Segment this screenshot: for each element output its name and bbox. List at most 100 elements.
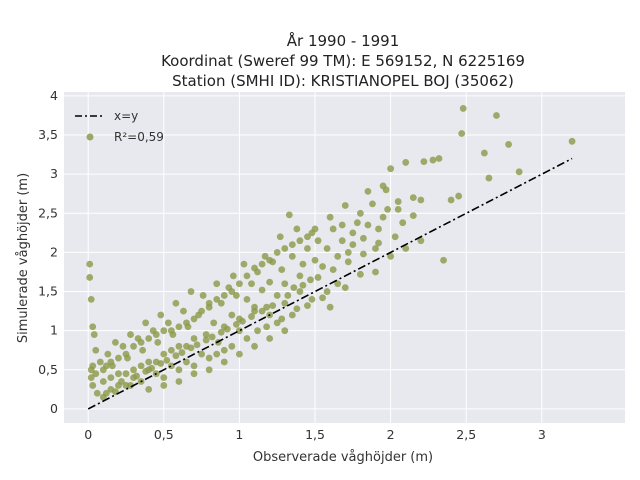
scatter-point (160, 327, 168, 335)
scatter-point (402, 159, 410, 166)
scatter-point (273, 292, 281, 299)
scatter-point (228, 311, 236, 319)
scatter-point (288, 241, 296, 248)
scatter-point (92, 370, 100, 378)
scatter-point (288, 311, 296, 319)
y-tick-label: 1 (50, 323, 58, 338)
scatter-point (290, 284, 298, 292)
scatter-point (86, 274, 94, 281)
scatter-point (107, 374, 115, 382)
y-tick-label: 0,5 (38, 362, 58, 377)
scatter-point (314, 274, 322, 281)
scatter-point (228, 342, 236, 350)
scatter-point (220, 358, 228, 366)
scatter-point (304, 302, 311, 310)
scatter-point (296, 288, 304, 295)
scatter-point (190, 335, 198, 342)
scatter-point (505, 141, 512, 148)
scatter-point (338, 237, 346, 245)
scatter-point (213, 280, 221, 288)
scatter-point (455, 192, 463, 200)
scatter-point (160, 374, 168, 382)
scatter-point (308, 295, 316, 303)
scatter-point (236, 350, 243, 358)
x-tick-label: 1 (235, 427, 243, 442)
scatter-point (281, 245, 289, 252)
scatter-point (86, 260, 94, 268)
scatter-point (266, 256, 274, 264)
scatter-point (175, 323, 183, 331)
scatter-point (493, 112, 500, 119)
scatter-point (205, 366, 213, 374)
scatter-point (299, 281, 307, 289)
scatter-point (154, 339, 162, 346)
scatter-point (417, 196, 425, 204)
scatter-point (223, 325, 231, 333)
scatter-point (220, 346, 228, 354)
scatter-point (251, 342, 258, 350)
scatter-point (344, 258, 352, 266)
scatter-point (199, 292, 207, 299)
scatter-point (119, 342, 127, 350)
scatter-point (372, 268, 379, 276)
y-tick-label: 0 (50, 401, 58, 416)
scatter-point (387, 165, 395, 173)
scatter-point (515, 168, 523, 176)
scatter-point (210, 319, 218, 327)
scatter-point (435, 155, 443, 162)
scatter-point (299, 260, 307, 268)
scatter-point (369, 200, 376, 208)
plot-area (64, 92, 625, 423)
scatter-point (217, 328, 225, 336)
x-tick-labels: 0 0,5 1 1,5 2 2,5 3 (84, 427, 546, 442)
reference-line-layer (87, 157, 573, 410)
scatter-point (293, 305, 301, 313)
scatter-point (122, 370, 130, 378)
scatter-point (254, 327, 261, 335)
x-axis-label: Observerade våghöjder (m) (253, 450, 433, 465)
scatter-point (288, 252, 296, 260)
scatter-point (142, 319, 150, 327)
scatter-point (360, 250, 367, 258)
scatter-point (341, 202, 349, 209)
scatter-point (122, 350, 130, 358)
scatter-point (213, 295, 221, 303)
scatter-point (356, 270, 364, 278)
y-tick-label: 3 (50, 166, 58, 181)
scatter-point (409, 194, 417, 202)
scatter-point (104, 350, 112, 358)
scatter-point (167, 346, 175, 354)
scatter-point (447, 196, 455, 204)
scatter-point (399, 219, 407, 227)
scatter-point (228, 288, 236, 295)
scatter-point (175, 342, 183, 350)
scatter-point (175, 378, 183, 385)
scatter-point (243, 272, 251, 280)
scatter-point (251, 303, 258, 311)
scatter-point (258, 307, 266, 315)
scatter-point (107, 358, 115, 366)
scatter-point (232, 321, 240, 328)
scatter-point (278, 266, 286, 274)
scatter-point (89, 382, 97, 389)
scatter-point (296, 272, 304, 280)
scatter-point (127, 382, 134, 389)
scatter-point (157, 311, 165, 319)
scatter-point (183, 358, 190, 366)
chart-title-line-2: Koordinat (Sweref 99 TM): E 569152, N 62… (161, 52, 525, 70)
scatter-point (220, 292, 228, 299)
scatter-point (96, 358, 104, 366)
scatter-point (311, 256, 319, 264)
y-tick-label: 1,5 (38, 284, 58, 299)
scatter-point (248, 280, 255, 288)
scatter-point (329, 266, 337, 274)
scatter-point (420, 158, 428, 166)
scatter-point (375, 239, 382, 247)
scatter-point (326, 213, 334, 221)
scatter-point (417, 237, 425, 245)
scatter-point (258, 260, 266, 268)
scatter-point (281, 327, 289, 335)
scatter-point (458, 130, 466, 137)
scatter-point (276, 233, 284, 241)
